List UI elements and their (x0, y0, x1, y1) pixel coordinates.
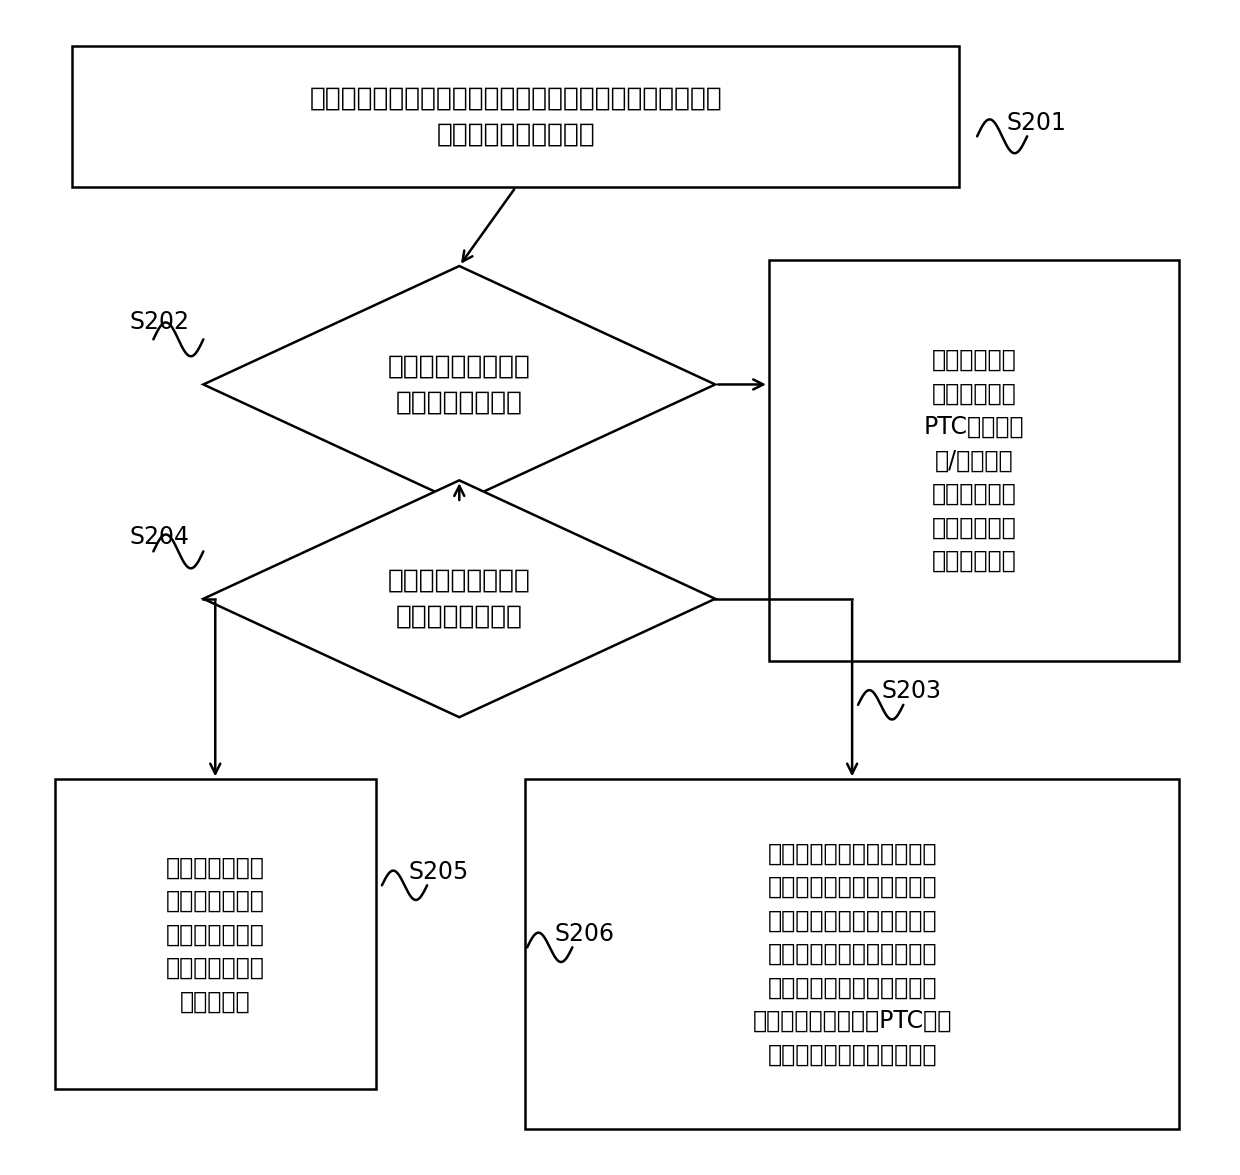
Text: S205: S205 (408, 860, 469, 884)
Bar (769, 261, 1179, 660)
Text: S206: S206 (554, 922, 615, 946)
Bar (55, 779, 376, 1089)
Text: 所述热管理工况是否
为第一热管理工况: 所述热管理工况是否 为第一热管理工况 (388, 354, 531, 416)
Polygon shape (203, 266, 715, 503)
Text: S201: S201 (1007, 110, 1066, 135)
Bar (525, 779, 1179, 1129)
Text: S202: S202 (129, 310, 190, 335)
Text: S204: S204 (129, 525, 190, 549)
Bar (72, 46, 960, 187)
Text: 所述热管理工况是否
为第二热管理工况: 所述热管理工况是否 为第二热管理工况 (388, 568, 531, 630)
Polygon shape (203, 481, 715, 717)
Text: 所述热管理控制器控制所述
第二空调热泵组件对所述动
力电池制冷，同时，控制所
述第一空调热泵组件对所述
乘员舱加热，或者控制所述
第一空调热泵组件和PTC加热
: 所述热管理控制器控制所述 第二空调热泵组件对所述动 力电池制冷，同时，控制所 述… (753, 841, 952, 1067)
Text: 所述热管理控制
器控制所述第二
空调热泵组件对
所述动力电池和
乘员舱制冷: 所述热管理控制 器控制所述第二 空调热泵组件对 所述动力电池和 乘员舱制冷 (166, 855, 264, 1013)
Text: 所述热管理控
制器控制所述
PTC加热组件
和/或第一空
调热泵组件对
所述动力电池
和乘员舱加热: 所述热管理控 制器控制所述 PTC加热组件 和/或第一空 调热泵组件对 所述动力… (924, 348, 1024, 573)
Text: S203: S203 (882, 679, 942, 704)
Text: 热管理控制器根据动力电池和乘员舱的热管理请求确定车辆
的至少一种热管理工况: 热管理控制器根据动力电池和乘员舱的热管理请求确定车辆 的至少一种热管理工况 (310, 86, 722, 148)
